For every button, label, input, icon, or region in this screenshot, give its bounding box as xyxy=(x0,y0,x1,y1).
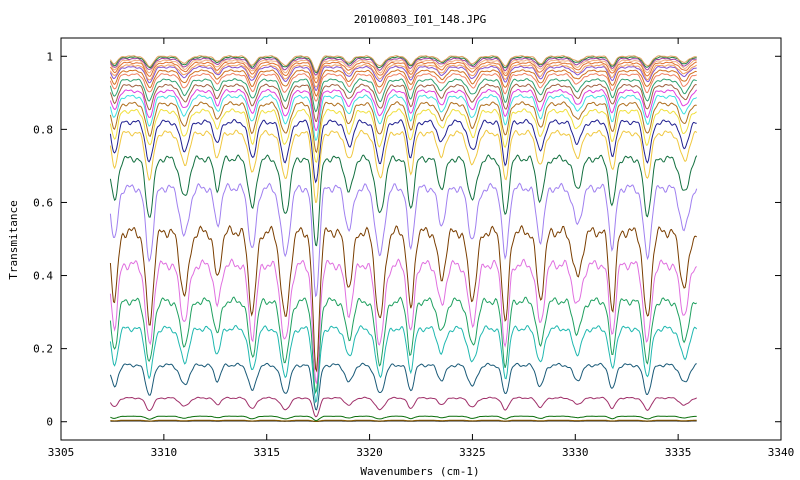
series-line xyxy=(109,55,697,73)
x-tick-label: 3310 xyxy=(151,446,178,459)
y-tick-label: 0 xyxy=(46,416,53,429)
series-line xyxy=(109,59,697,80)
y-tick-label: 0.2 xyxy=(33,343,53,356)
series-line xyxy=(109,118,697,184)
y-axis-label: Transmitance xyxy=(7,200,20,279)
series-line xyxy=(109,72,697,102)
x-axis-label: Wavenumbers (cm-1) xyxy=(360,465,479,478)
x-tick-label: 3325 xyxy=(459,446,486,459)
series-line xyxy=(109,258,697,384)
series-line xyxy=(109,83,697,122)
x-tick-label: 3305 xyxy=(48,446,75,459)
series-line xyxy=(109,362,697,411)
series-line xyxy=(110,415,697,422)
series-line xyxy=(109,65,697,91)
series-line xyxy=(109,57,697,76)
x-tick-label: 3330 xyxy=(562,446,589,459)
plot-frame xyxy=(60,37,782,441)
chart-title: 20100803_I01_148.JPG xyxy=(354,13,486,26)
series-line xyxy=(109,101,697,154)
series-line xyxy=(110,420,697,422)
series-line xyxy=(109,63,697,88)
y-tick-label: 1 xyxy=(46,50,53,63)
series-group xyxy=(109,55,698,422)
x-tick-label: 3340 xyxy=(768,446,795,459)
series-line xyxy=(109,129,698,204)
series-line xyxy=(110,419,697,422)
series-line xyxy=(109,78,697,113)
x-tick-label: 3315 xyxy=(253,446,280,459)
series-line xyxy=(109,224,697,373)
series-line xyxy=(109,396,697,418)
x-axis-ticks: 3305 3310 3315 3320 3325 3330 3335 3340 xyxy=(48,38,795,459)
x-tick-label: 3335 xyxy=(665,446,692,459)
y-axis-ticks: 0 0.2 0.4 0.6 0.8 1 xyxy=(33,50,781,429)
series-line xyxy=(109,154,698,247)
series-line xyxy=(109,69,697,97)
series-line xyxy=(109,88,698,131)
series-line xyxy=(109,296,697,395)
series-line xyxy=(109,324,698,404)
series-line xyxy=(109,182,698,298)
y-tick-label: 0.8 xyxy=(33,123,53,136)
series-line xyxy=(109,94,697,141)
y-tick-label: 0.6 xyxy=(33,196,53,209)
y-tick-label: 0.4 xyxy=(33,270,53,283)
x-tick-label: 3320 xyxy=(356,446,383,459)
series-line xyxy=(109,61,697,84)
series-line xyxy=(109,108,697,163)
series-line xyxy=(109,56,697,74)
